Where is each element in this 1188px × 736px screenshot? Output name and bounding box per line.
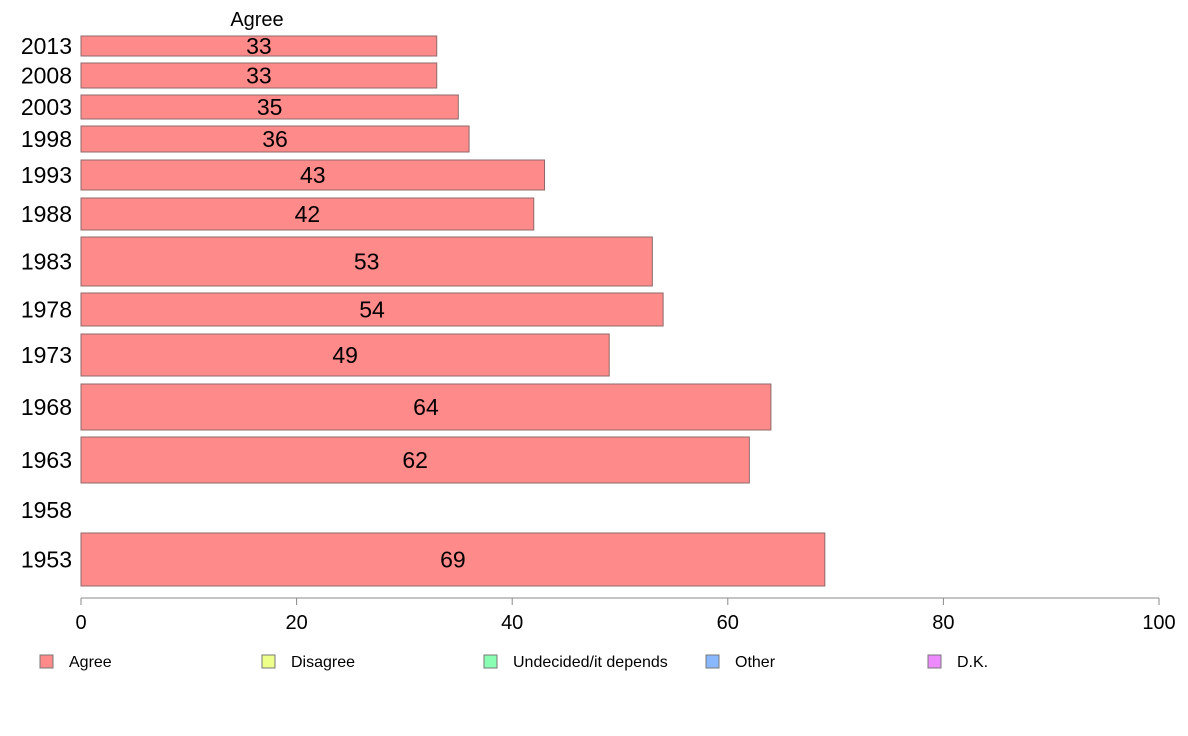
category-label-1973: 1973 [21,342,72,368]
bar-1988 [80,197,535,231]
category-label-2008: 2008 [21,63,72,89]
category-label-1988: 1988 [21,201,72,227]
category-labels: 2013 2008 2003 1998 1993 1988 1983 1978 1973 1968… [21,33,72,573]
value-label-1988: 42 [295,201,321,227]
legend: Agree Disagree Undecided/it depends Other D.… [39,654,988,671]
category-label-2013: 2013 [21,33,72,59]
x-tick-label-0: 0 [75,612,86,634]
bar-2003 [80,94,459,120]
value-label-1978: 54 [359,297,385,323]
legend-label-1: Disagree [291,654,355,671]
value-label-1983: 53 [354,249,380,275]
bar-1993 [80,159,546,191]
legend-swatch-3 [705,654,720,669]
bar-1953 [80,532,826,587]
bar-1963 [80,436,750,484]
category-label-1993: 1993 [21,162,72,188]
category-label-1978: 1978 [21,297,72,323]
x-tick-label-80: 80 [932,612,954,634]
value-label-1963: 62 [402,447,428,473]
x-tick-label-20: 20 [285,612,307,634]
bar-1968 [80,383,772,431]
bar-2008 [80,62,438,89]
x-tick-label-60: 60 [717,612,739,634]
bar-1998 [80,125,470,153]
value-label-1998: 36 [262,126,288,152]
value-label-2003: 35 [257,94,283,120]
legend-label-2: Undecided/it depends [513,654,668,671]
value-label-2008: 33 [246,63,272,89]
category-label-1983: 1983 [21,249,72,275]
category-label-1958: 1958 [21,497,72,523]
legend-swatch-1 [261,654,276,669]
value-label-1968: 64 [413,394,439,420]
category-label-1998: 1998 [21,126,72,152]
bar-1973 [80,333,610,377]
category-label-1953: 1953 [21,547,72,573]
value-label-2013: 33 [246,33,272,59]
value-label-1993: 43 [300,162,326,188]
legend-label-0: Agree [69,654,112,671]
legend-swatch-0 [39,654,54,669]
x-tick-label-40: 40 [501,612,523,634]
category-label-1968: 1968 [21,394,72,420]
bar-1978 [80,292,664,327]
category-label-2003: 2003 [21,94,72,120]
column-header: Agree [230,9,283,31]
legend-label-3: Other [735,654,776,671]
value-label-1953: 69 [440,547,466,573]
value-label-1973: 49 [332,342,358,368]
x-tick-label-100: 100 [1142,612,1175,634]
legend-label-4: D.K. [957,654,988,671]
bars-group [80,35,826,587]
legend-swatch-2 [483,654,498,669]
bar-1983 [80,236,653,287]
category-label-1963: 1963 [21,447,72,473]
bar-2013 [80,35,438,57]
x-axis: 0 20 40 60 80 100 [75,597,1176,634]
legend-swatch-4 [927,654,942,669]
